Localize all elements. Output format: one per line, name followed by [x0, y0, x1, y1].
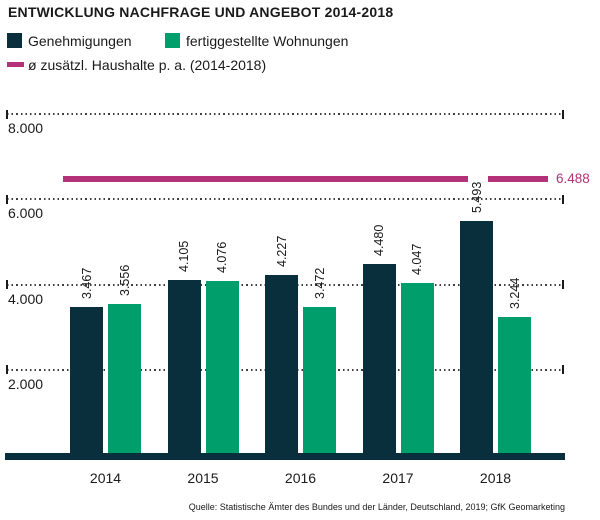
- legend-dash-haushalte-icon: [7, 62, 24, 67]
- y-axis-tick-right: [562, 365, 564, 375]
- gridline-8.000: [7, 113, 563, 116]
- bar-value-label: 3.244: [507, 277, 522, 309]
- y-axis-label: 6.000: [8, 205, 44, 222]
- bar-value-label: 4.227: [274, 235, 289, 267]
- bar-2016-genehmigungen: [265, 274, 298, 454]
- bar-value-label: 3.472: [312, 267, 327, 300]
- chart-title: ENTWICKLUNG NACHFRAGE UND ANGEBOT 2014-2…: [8, 4, 394, 20]
- y-axis-tick-right: [562, 194, 564, 204]
- bar-2018-genehmigungen: [460, 220, 493, 454]
- legend-label-genehmigungen: Genehmigungen: [28, 33, 132, 49]
- y-axis-tick-left: [6, 280, 8, 290]
- gridline-6.000: [7, 198, 563, 201]
- bar-2017-fertiggestellt: [400, 282, 434, 454]
- y-axis-label: 8.000: [8, 120, 44, 137]
- y-axis-tick-right: [562, 109, 564, 119]
- bar-2015-fertiggestellt: [205, 281, 239, 454]
- bar-value-label: 4.047: [410, 243, 424, 275]
- bar-2018-fertiggestellt: [498, 316, 531, 454]
- y-axis-tick-left: [6, 365, 8, 375]
- bar-2017-genehmigungen: [362, 264, 396, 454]
- x-category-label-2018: 2018: [479, 470, 512, 486]
- bar-value-label: 3.467: [79, 268, 94, 300]
- x-category-label-2016: 2016: [284, 470, 317, 486]
- bar-2014-genehmigungen: [70, 307, 103, 454]
- legend-label-haushalte: ø zusätzl. Haushalte p. a. (2014-2018): [28, 57, 267, 73]
- source-note: Quelle: Statistische Ämter des Bundes un…: [188, 502, 565, 512]
- legend-swatch-genehmigungen: [7, 33, 22, 48]
- y-axis-tick-right: [562, 280, 564, 290]
- legend-swatch-fertiggestellte-wohnungen: [165, 33, 180, 48]
- y-axis-label: 2.000: [8, 375, 44, 392]
- reference-line-value-label: 6.488: [556, 170, 590, 186]
- x-category-label-2015: 2015: [187, 470, 219, 486]
- legend-label-fertiggestellte-wohnungen: fertiggestellte Wohnungen: [186, 33, 349, 49]
- bar-value-label: 5.493: [469, 181, 484, 213]
- bar-value-label: 4.076: [215, 242, 229, 274]
- y-axis-tick-left: [6, 109, 8, 119]
- bar-value-label: 3.556: [117, 264, 132, 296]
- bar-2016-fertiggestellt: [303, 307, 336, 454]
- bar-value-label: 4.105: [177, 240, 191, 273]
- y-axis-label: 4.000: [8, 290, 44, 307]
- bar-2015-genehmigungen: [167, 280, 201, 454]
- reference-line-segment: [63, 175, 468, 182]
- y-axis-tick-left: [6, 194, 8, 204]
- bar-value-label: 4.480: [372, 224, 386, 257]
- bar-2014-fertiggestellt: [108, 303, 141, 454]
- reference-line-segment: [488, 175, 548, 182]
- x-category-label-2014: 2014: [89, 470, 122, 486]
- x-category-label-2017: 2017: [382, 470, 414, 486]
- x-axis-baseline: [5, 453, 565, 460]
